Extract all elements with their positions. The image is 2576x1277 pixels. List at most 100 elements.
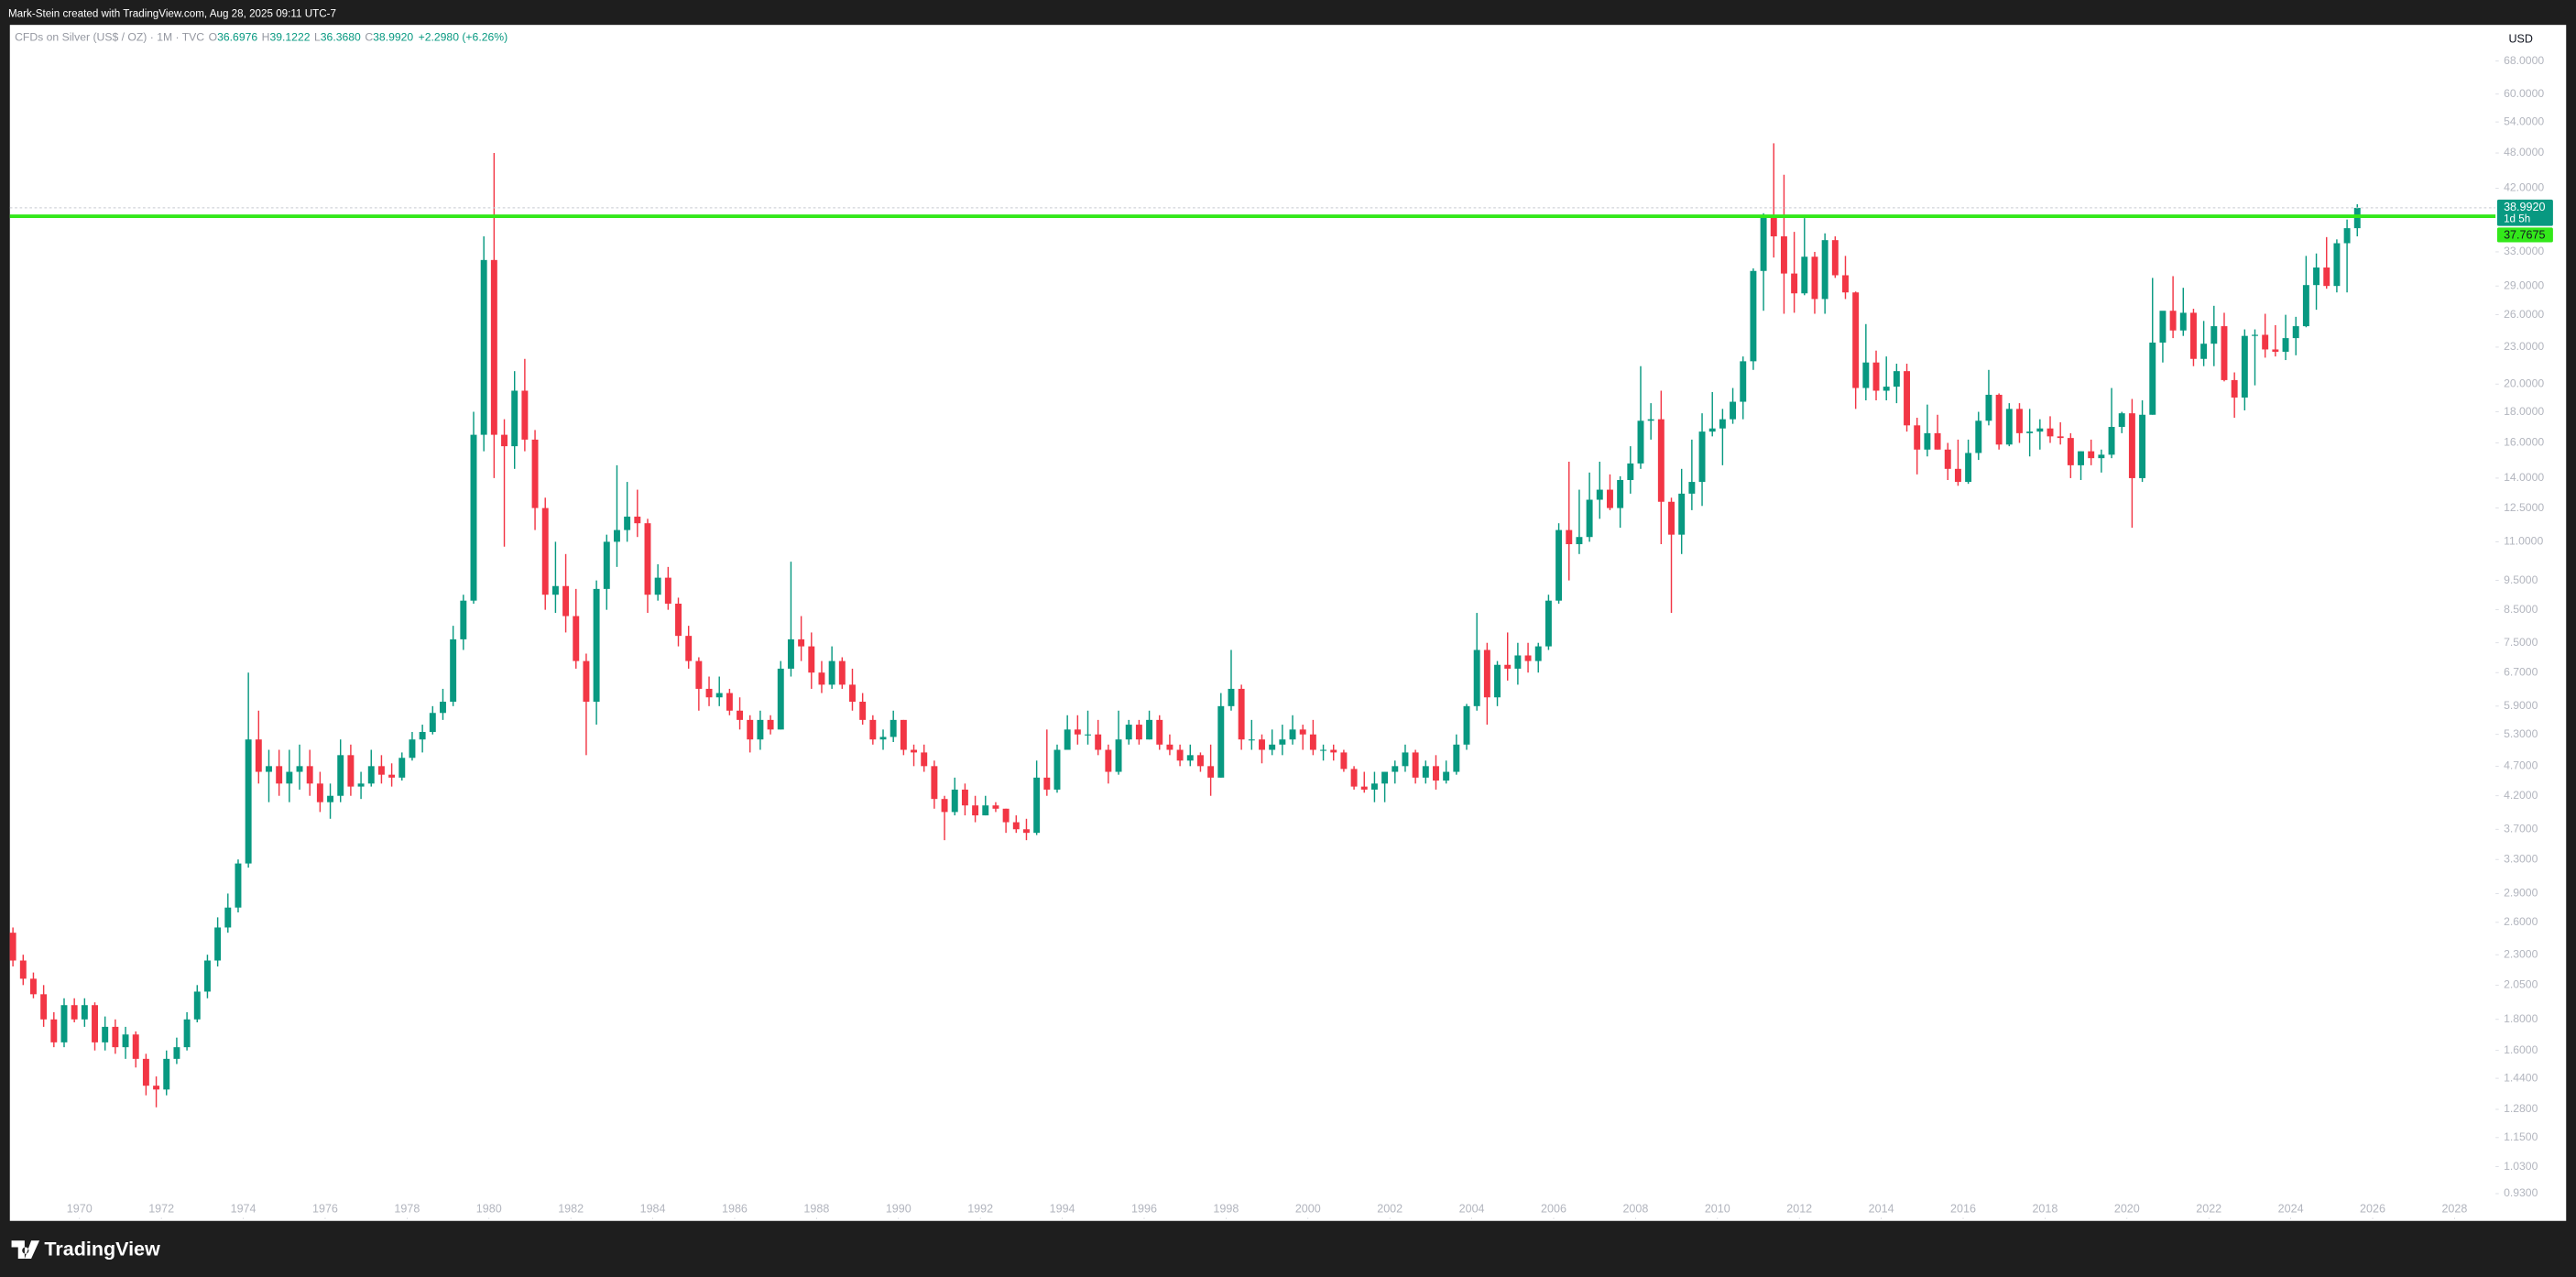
candle-body <box>1085 734 1091 736</box>
x-tick-label: 1990 <box>886 1203 911 1216</box>
candle-body <box>142 1058 149 1086</box>
candle-body <box>306 766 313 784</box>
candle-body <box>1269 744 1276 750</box>
candle-body <box>1412 752 1419 778</box>
candle-body <box>1074 729 1081 735</box>
y-tick-label: 16.0000 <box>2504 436 2544 449</box>
y-tick-label: 1.4400 <box>2504 1071 2538 1084</box>
legend-text: CFDs on Silver (US$ / OZ) · 1M · TVC O36.… <box>15 31 508 44</box>
candle-body <box>2128 413 2135 478</box>
logo-mark <box>11 1240 40 1259</box>
candle-body <box>695 660 703 689</box>
candle-body <box>1821 240 1828 300</box>
candle-body <box>19 960 27 979</box>
candle-body <box>2292 326 2299 339</box>
symbol: CFDs on Silver (US$ / OZ) · 1M · TVC <box>15 31 204 44</box>
candle-body <box>1443 771 1450 781</box>
x-tick-label: 1992 <box>967 1203 993 1216</box>
candle-body <box>551 585 559 595</box>
candle-body <box>1944 449 1951 469</box>
plot-area <box>9 60 2499 1219</box>
candle-body <box>1842 275 1849 293</box>
candle-body <box>460 600 467 639</box>
candle-body <box>715 693 723 698</box>
candle-body <box>2262 334 2269 350</box>
candle-body <box>1934 432 1941 450</box>
x-tick-label: 2018 <box>2032 1203 2058 1216</box>
candle-body <box>1514 655 1522 669</box>
candle-body <box>1617 480 1624 508</box>
y-tick-label: 68.0000 <box>2504 54 2544 67</box>
candle-body <box>1524 655 1532 661</box>
y-tick-label: 4.2000 <box>2504 789 2538 802</box>
candle-body <box>1320 749 1327 751</box>
x-tick-label: 1988 <box>803 1203 829 1216</box>
candle-body <box>890 719 897 737</box>
candle-body <box>1657 419 1665 502</box>
candle-body <box>1228 688 1235 706</box>
candle-body <box>1340 752 1348 769</box>
candle-body <box>1207 766 1215 778</box>
y-tick-label: 8.5000 <box>2504 603 2538 616</box>
ohlc-key: O <box>209 31 217 44</box>
candle-body <box>1115 739 1122 772</box>
y-tick-label: 14.0000 <box>2504 471 2544 484</box>
y-tick-label: 2.6000 <box>2504 915 2538 928</box>
attribution: Mark-Stein created with TradingView.com,… <box>8 8 336 20</box>
candle-body <box>900 719 907 750</box>
last-price-box <box>2496 199 2553 226</box>
candle-body <box>737 710 744 720</box>
x-tick-label: 1982 <box>558 1203 584 1216</box>
candle-body <box>1453 744 1460 772</box>
y-tick-label: 33.0000 <box>2504 245 2544 257</box>
candle-body <box>102 1026 109 1042</box>
candle-body <box>50 1019 58 1042</box>
x-tick-label: 1984 <box>640 1203 666 1216</box>
candle-body <box>173 1047 180 1059</box>
candle-body <box>1780 236 1787 274</box>
candle-body <box>1627 463 1634 481</box>
countdown-label: 1d 5h <box>2504 213 2530 225</box>
candle-body <box>1299 729 1306 735</box>
ohlc-key: C <box>365 31 373 44</box>
candle-body <box>1740 361 1747 402</box>
x-tick-label: 1994 <box>1050 1203 1075 1216</box>
candle-body <box>245 739 252 864</box>
candle-body <box>2333 243 2341 287</box>
candle-body <box>122 1034 129 1048</box>
candle-body <box>941 799 948 813</box>
candle-body <box>81 1005 88 1020</box>
candle-body <box>1914 425 1921 450</box>
y-tick-label: 9.5000 <box>2504 573 2538 586</box>
candle-body <box>327 795 334 802</box>
x-tick-label: 2008 <box>1622 1203 1648 1216</box>
candle-body <box>747 719 754 740</box>
candle-body <box>1791 273 1798 294</box>
candle-body <box>1719 419 1726 429</box>
candle-body <box>1924 432 1931 450</box>
candle-body <box>1360 786 1368 790</box>
candle-body <box>2221 326 2228 380</box>
candle-body <box>777 668 784 730</box>
candle-body <box>787 638 794 669</box>
candle-body <box>1483 649 1490 698</box>
x-tick-label: 2006 <box>1541 1203 1566 1216</box>
ohlc-key: L <box>314 31 321 44</box>
ohlc-value: 39.1222 <box>269 31 310 44</box>
candle-body <box>60 1005 68 1042</box>
candle-body <box>1647 419 1654 421</box>
candle-body <box>1166 744 1173 750</box>
candle-body <box>1637 420 1644 464</box>
y-tick-label: 2.0500 <box>2504 978 2538 991</box>
candle-body <box>266 766 272 772</box>
x-tick-label: 2022 <box>2196 1203 2221 1216</box>
candle-body <box>2241 335 2248 398</box>
candle-body <box>470 434 477 601</box>
candle-body <box>1760 215 1767 271</box>
candle-body <box>1586 499 1593 538</box>
x-tick-label: 2004 <box>1459 1203 1485 1216</box>
candle-body <box>859 701 867 720</box>
candle-body <box>1698 431 1706 483</box>
candle-body <box>1494 664 1501 698</box>
candle-body <box>2272 349 2279 352</box>
